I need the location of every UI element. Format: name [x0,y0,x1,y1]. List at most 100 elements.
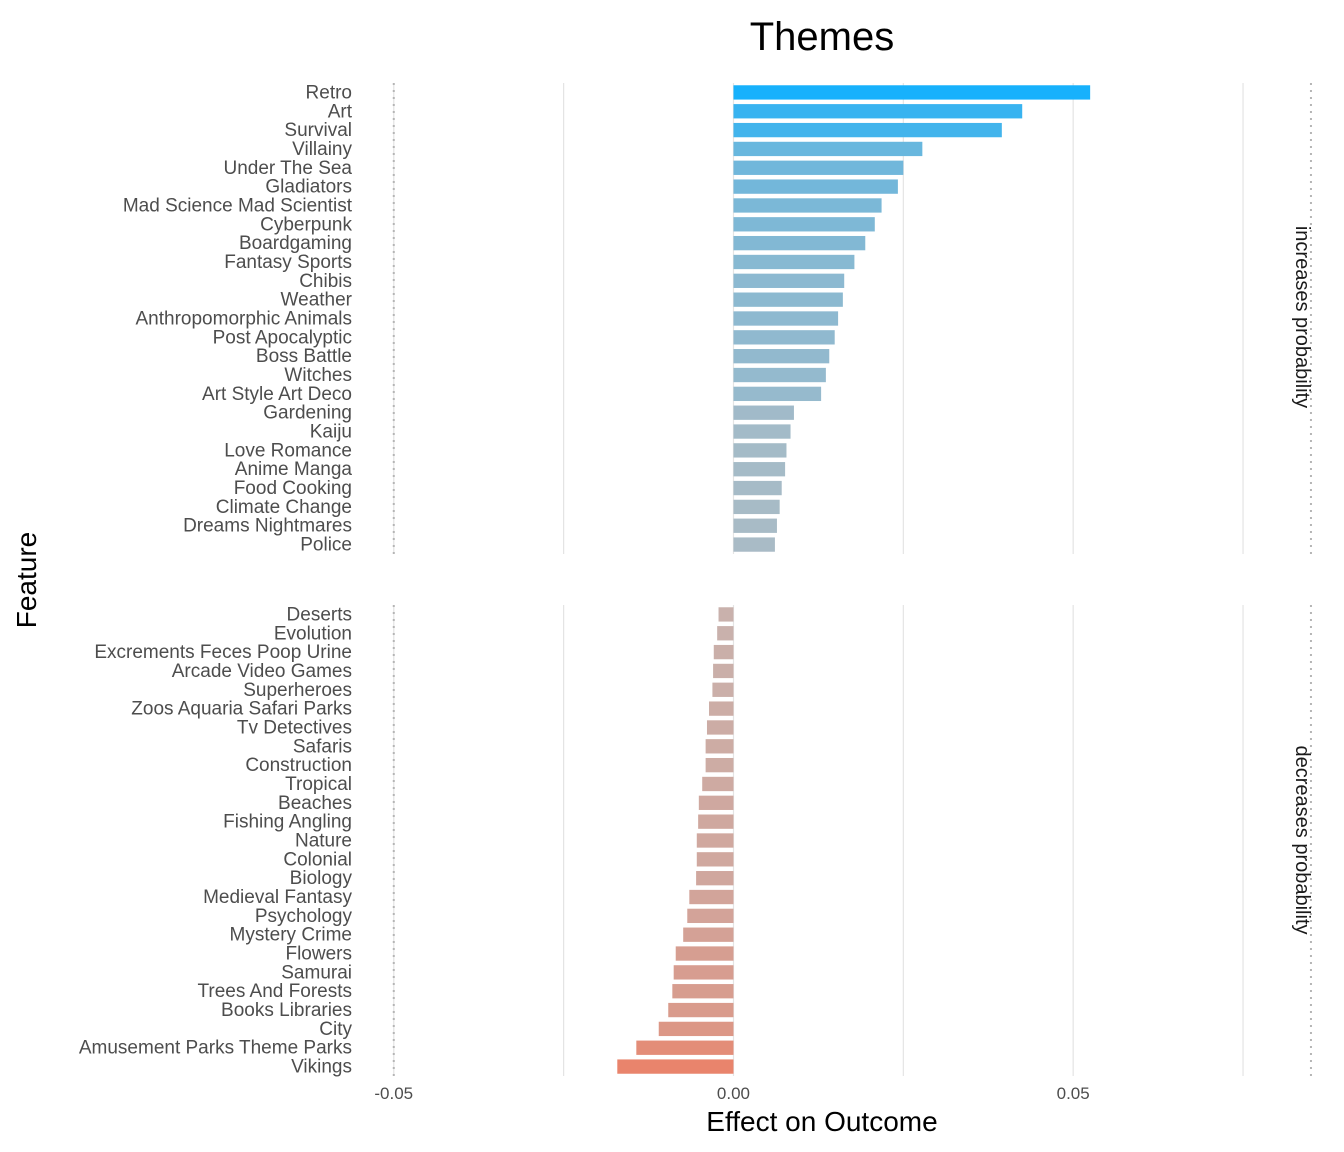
bar-nature [696,833,734,848]
bar-construction [705,757,734,773]
category-label: Fantasy Sports [224,252,352,273]
bar-kaiju [733,424,791,439]
bar-gardening [733,405,794,420]
bar-zoos-aquaria-safari-parks [709,701,734,716]
bar-trees-and-forests [672,984,734,999]
bar-mad-science-mad-scientist [733,198,882,213]
bar-psychology [687,908,734,924]
facet-strip-label: decreases probability [1291,746,1313,935]
category-label: Love Romance [224,440,352,461]
category-label: Dreams Nightmares [183,516,352,537]
category-label: Flowers [285,944,352,965]
category-label: Gardening [263,403,352,424]
category-label: Climate Change [216,497,352,518]
category-label: Amusement Parks Theme Parks [79,1038,352,1059]
bar-evolution [717,626,734,641]
category-label: Arcade Video Games [172,661,352,682]
category-label: Cyberpunk [260,214,352,235]
category-label: Boardgaming [239,233,352,254]
bar-boardgaming [733,235,866,251]
bar-art [733,104,1023,119]
bar-arcade-video-games [713,663,734,679]
category-label: Art [328,101,353,122]
bar-fishing-angling [698,814,734,829]
category-label: Nature [295,831,352,852]
category-label: Colonial [283,849,352,870]
category-label: Deserts [287,604,352,625]
bar-retro [733,85,1091,100]
category-label: Kaiju [310,422,352,443]
category-label: Villainy [292,139,352,160]
category-label: Retro [306,82,352,103]
category-label: Under The Sea [223,158,352,179]
bar-flowers [675,946,734,961]
category-label: Biology [290,868,353,889]
bar-weather [733,292,843,307]
category-label: Anthropomorphic Animals [136,309,353,330]
bar-superheroes [712,682,734,697]
bar-amusement-parks-theme-parks [636,1040,734,1055]
bar-medieval-fantasy [689,889,734,905]
category-label: Gladiators [265,177,352,198]
category-label: Witches [284,365,352,386]
bars [617,85,1091,1074]
category-label: Police [300,535,352,556]
bar-climate-change [733,499,780,515]
chart-title: Themes [750,15,895,59]
category-label: Anime Manga [235,459,353,480]
bar-city [658,1021,734,1037]
bar-art-style-art-deco [733,386,822,402]
category-label: Construction [245,755,352,776]
facet-strip-label: increases probability [1291,226,1313,408]
bar-dreams-nightmares [733,518,777,533]
bar-vikings [617,1059,734,1074]
category-label: Survival [284,120,352,141]
category-label: Vikings [291,1057,352,1078]
category-label: Mad Science Mad Scientist [123,195,353,216]
bar-food-cooking [733,480,782,496]
bar-fantasy-sports [733,254,855,270]
bar-mystery-crime [683,927,734,942]
category-label: Safaris [293,736,352,757]
category-label: Medieval Fantasy [203,887,352,908]
bar-post-apocalyptic [733,330,835,345]
category-label: Excrements Feces Poop Urine [94,642,352,663]
bar-love-romance [733,443,787,458]
x-axis-ticks: -0.05 0.00 0.05 [374,1084,1089,1103]
x-tick-label: 0.05 [1057,1084,1090,1103]
category-label: Mystery Crime [230,925,352,946]
bar-tropical [702,776,734,792]
bar-deserts [718,607,734,622]
y-axis-title: Feature [11,532,42,629]
category-label: Superheroes [243,680,352,701]
bar-gladiators [733,179,898,194]
category-label: Trees And Forests [197,981,352,1002]
category-label: Chibis [299,271,352,292]
bar-beaches [698,795,734,810]
category-label: Fishing Angling [223,812,352,833]
grid [392,83,1312,1076]
category-label: Post Apocalyptic [213,327,352,348]
bar-excrements-feces-poop-urine [713,644,734,660]
bar-chibis [733,273,845,288]
category-label: Beaches [278,793,352,814]
x-axis-title: Effect on Outcome [706,1106,937,1137]
bar-police [733,537,775,552]
bar-books-libraries [668,1002,734,1018]
x-tick-label: 0.00 [717,1084,750,1103]
category-label: Art Style Art Deco [202,384,352,405]
bar-survival [733,122,1002,138]
bar-anime-manga [733,462,786,477]
facet-strips: increases probability decreases probabili… [1291,226,1313,935]
bar-tv-detectives [706,720,734,735]
category-label: City [319,1019,352,1040]
category-label: Evolution [274,623,352,644]
bar-safaris [705,739,734,754]
bar-boss-battle [733,349,830,364]
bar-anthropomorphic-animals [733,311,839,326]
bar-biology [696,871,734,886]
category-label: Food Cooking [234,478,352,499]
